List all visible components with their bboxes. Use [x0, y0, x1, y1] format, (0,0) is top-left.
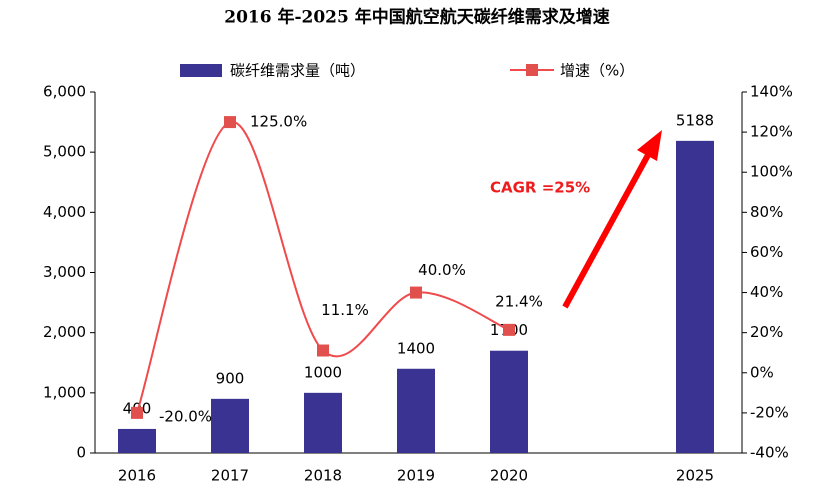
arrow	[562, 153, 651, 309]
arrow-head	[637, 130, 662, 161]
legend-marker	[526, 64, 538, 76]
x-tick-label: 2017	[211, 467, 249, 485]
line-value-label: 11.1%	[321, 301, 369, 319]
bar	[490, 350, 528, 453]
legend-swatch	[180, 64, 222, 77]
bar-value-label: 5188	[676, 111, 714, 129]
bar	[397, 368, 435, 453]
bar	[118, 428, 156, 453]
line-value-label: -20.0%	[159, 407, 212, 425]
y-tick-label: 6,000	[43, 83, 86, 101]
bar	[304, 392, 342, 453]
y2-tick-label: 40%	[750, 283, 783, 301]
x-tick-label: 2019	[397, 467, 435, 485]
bar-value-label: 900	[216, 369, 245, 387]
line-marker	[224, 116, 236, 129]
y2-tick-label: 60%	[750, 243, 783, 261]
x-tick-label: 2016	[118, 467, 156, 485]
line-marker	[503, 323, 515, 336]
y-tick-label: 5,000	[43, 143, 86, 161]
y2-tick-label: 100%	[750, 163, 793, 181]
x-tick-label: 2018	[304, 467, 342, 485]
chart-title: 2016 年-2025 年中国航空航天碳纤维需求及增速	[224, 7, 610, 28]
y2-tick-label: -20%	[750, 403, 789, 421]
legend-label: 碳纤维需求量（吨）	[230, 62, 365, 80]
x-tick-label: 2025	[676, 467, 714, 485]
y2-tick-label: -40%	[750, 444, 789, 462]
y-tick-label: 0	[76, 444, 86, 462]
y-tick-label: 3,000	[43, 263, 86, 281]
bar	[211, 398, 249, 453]
annotation: CAGR =25%	[490, 179, 590, 197]
x-tick-label: 2020	[490, 467, 528, 485]
line-marker	[410, 286, 422, 299]
legend-label: 增速（%）	[560, 62, 634, 80]
line-value-label: 40.0%	[418, 261, 466, 279]
y-tick-label: 1,000	[43, 383, 86, 401]
line-marker	[131, 406, 143, 419]
bar-value-label: 1400	[397, 339, 435, 357]
y-tick-label: 2,000	[43, 323, 86, 341]
y2-tick-label: 140%	[750, 83, 793, 101]
y2-tick-label: 20%	[750, 323, 783, 341]
line-value-label: 125.0%	[250, 113, 307, 131]
line-marker	[317, 344, 329, 357]
y2-tick-label: 80%	[750, 203, 783, 221]
y2-tick-label: 120%	[750, 123, 793, 141]
line	[136, 121, 510, 414]
bar	[676, 140, 714, 453]
y-tick-label: 4,000	[43, 203, 86, 221]
y2-tick-label: 0%	[750, 363, 774, 381]
bar-value-label: 1000	[304, 363, 342, 381]
line-value-label: 21.4%	[495, 292, 543, 310]
